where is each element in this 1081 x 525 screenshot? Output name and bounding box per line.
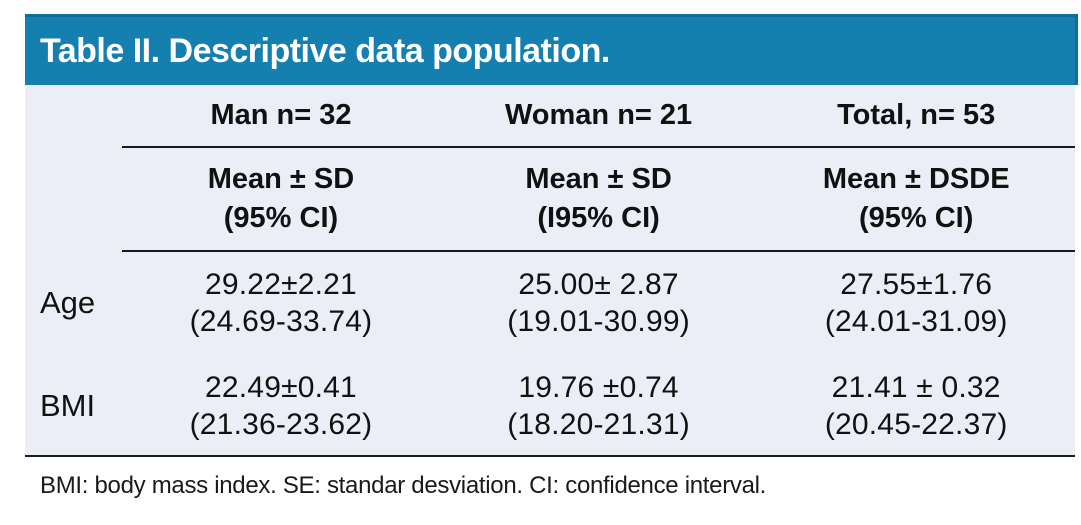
table-body-area: Man n= 32 Woman n= 21 Total, n= 53 Mean … xyxy=(25,85,1075,457)
cell-age-total-ci: (24.01-31.09) xyxy=(824,305,1008,338)
subheader-total-mean: Mean ± DSDE xyxy=(822,163,1010,195)
cell-bmi-total-ci: (20.45-22.37) xyxy=(824,407,1008,441)
subheader-woman-ci: (I95% CI) xyxy=(537,202,660,234)
cell-age-total-mean: 27.55±1.76 xyxy=(840,268,993,301)
descriptive-data-table: Man n= 32 Woman n= 21 Total, n= 53 Mean … xyxy=(25,85,1075,457)
corner-cell xyxy=(25,147,122,251)
cell-bmi-man-ci: (21.36-23.62) xyxy=(189,407,373,441)
table-footnote: BMI: body mass index. SE: standar desvia… xyxy=(40,472,767,499)
cell-age-total: 27.55±1.76 (24.01-31.09) xyxy=(757,251,1075,354)
column-header-woman: Woman n= 21 xyxy=(439,85,758,148)
cell-bmi-woman-mean: 19.76 ±0.74 xyxy=(518,370,679,404)
subheader-man-mean: Mean ± SD xyxy=(207,163,355,195)
corner-cell xyxy=(25,85,122,147)
row-label-age: Age xyxy=(40,284,96,320)
cell-age-woman-mean: 25.00± 2.87 xyxy=(518,268,679,301)
subheader-man-ci: (95% CI) xyxy=(223,202,339,234)
cell-bmi-total: 21.41 ± 0.32 (20.45-22.37) xyxy=(757,354,1075,457)
column-header-total: Total, n= 53 xyxy=(757,85,1075,148)
cell-age-man: 29.22±2.21 (24.69-33.74) xyxy=(122,251,440,354)
cell-bmi-man: 22.49±0.41 (21.36-23.62) xyxy=(122,354,440,457)
subheader-woman-mean: Mean ± SD xyxy=(525,163,672,195)
cell-bmi-woman-ci: (18.20-21.31) xyxy=(507,407,690,441)
cell-age-woman-ci: (19.01-30.99) xyxy=(507,305,690,338)
column-header-row: Man n= 32 Woman n= 21 Total, n= 53 xyxy=(25,85,1075,148)
table-title-bar: Table II. Descriptive data population. xyxy=(25,14,1078,85)
cell-age-man-ci: (24.69-33.74) xyxy=(189,305,373,338)
subheader-man: Mean ± SD (95% CI) xyxy=(122,147,440,252)
subheader-total: Mean ± DSDE (95% CI) xyxy=(757,147,1075,252)
cell-bmi-woman: 19.76 ±0.74 (18.20-21.31) xyxy=(440,354,758,457)
subheader-row: Mean ± SD (95% CI) Mean ± SD (I95% CI) M… xyxy=(25,147,1075,252)
cell-age-man-mean: 29.22±2.21 xyxy=(205,268,357,301)
cell-bmi-man-mean: 22.49±0.41 xyxy=(205,370,357,404)
subheader-total-ci: (95% CI) xyxy=(858,202,974,234)
table-row-age: Age 29.22±2.21 (24.69-33.74) 25.00± 2.87… xyxy=(25,251,1075,354)
subheader-woman: Mean ± SD (I95% CI) xyxy=(439,147,758,252)
cell-bmi-total-mean: 21.41 ± 0.32 xyxy=(831,370,1001,404)
table-title: Table II. Descriptive data population. xyxy=(40,31,610,70)
table-row-bmi: BMI 22.49±0.41 (21.36-23.62) 19.76 ±0.74… xyxy=(25,354,1075,457)
column-header-man: Man n= 32 xyxy=(122,85,440,148)
cell-age-woman: 25.00± 2.87 (19.01-30.99) xyxy=(440,251,758,354)
row-label-bmi: BMI xyxy=(40,387,96,423)
